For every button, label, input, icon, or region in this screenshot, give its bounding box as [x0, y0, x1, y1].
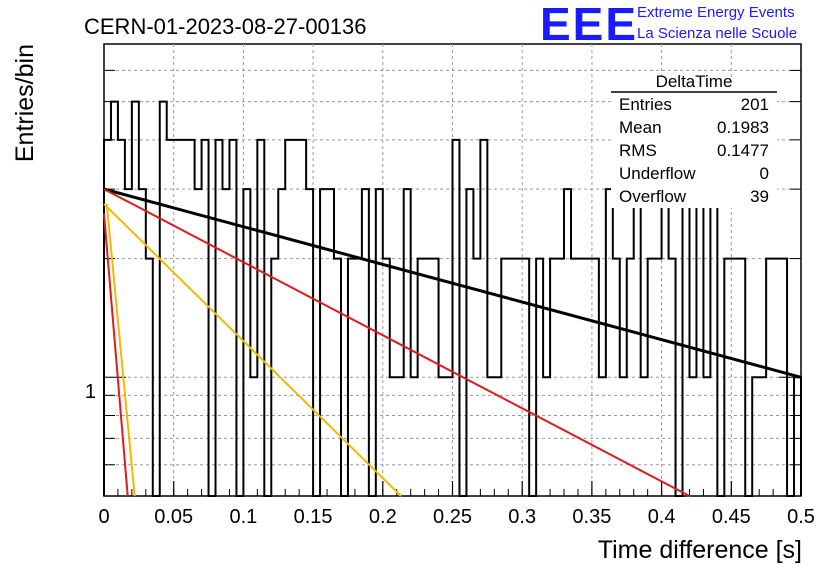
x-tick-label: 0 — [98, 506, 109, 528]
x-tick-label: 0.1 — [229, 506, 257, 528]
stats-box: DeltaTime Entries 201 Mean 0.1983 RMS 0.… — [611, 72, 777, 208]
x-tick-label: 0.2 — [369, 506, 397, 528]
fit-line — [103, 188, 690, 497]
eee-logo: EEE — [540, 0, 638, 50]
stats-value-underflow: 0 — [760, 164, 769, 183]
y-tick-label-1: 1 — [85, 381, 96, 403]
stats-value-entries: 201 — [741, 95, 769, 114]
run-title: CERN-01-2023-08-27-00136 — [84, 14, 367, 39]
fit-line — [103, 187, 802, 379]
x-tick-label: 0.3 — [508, 506, 536, 528]
stats-label-overflow: Overflow — [619, 187, 687, 206]
histogram-outline — [103, 100, 802, 497]
stats-value-overflow: 39 — [750, 187, 769, 206]
fit-line — [103, 213, 129, 497]
logo-line-2: La Scienza nelle Scuole — [637, 25, 797, 42]
stats-value-rms: 0.1477 — [717, 141, 769, 160]
stats-value-mean: 0.1983 — [717, 118, 769, 137]
stats-label-rms: RMS — [619, 141, 657, 160]
stats-title: DeltaTime — [656, 72, 733, 91]
x-tick-label: 0.25 — [433, 506, 472, 528]
stats-label-entries: Entries — [619, 95, 672, 114]
histogram-bars — [103, 100, 802, 497]
y-axis-title: Entries/bin — [11, 44, 39, 162]
fit-line — [105, 203, 136, 497]
x-tick-label: 0.5 — [787, 506, 815, 528]
fit-line — [103, 203, 402, 497]
x-tick-label: 0.15 — [294, 506, 333, 528]
x-axis-title: Time difference [s] — [598, 536, 802, 564]
x-tick-label: 0.45 — [712, 506, 751, 528]
x-tick-label: 0.05 — [154, 506, 193, 528]
stats-label-underflow: Underflow — [619, 164, 696, 183]
x-tick-label: 0.4 — [648, 506, 676, 528]
logo-line-1: Extreme Energy Events — [637, 4, 795, 21]
x-tick-labels: 0 0.05 0.1 0.15 0.2 0.25 0.3 0.35 0.4 0.45 0.5 — [98, 506, 814, 528]
fit-lines — [103, 187, 802, 497]
stats-label-mean: Mean — [619, 118, 662, 137]
x-tick-label: 0.35 — [572, 506, 611, 528]
